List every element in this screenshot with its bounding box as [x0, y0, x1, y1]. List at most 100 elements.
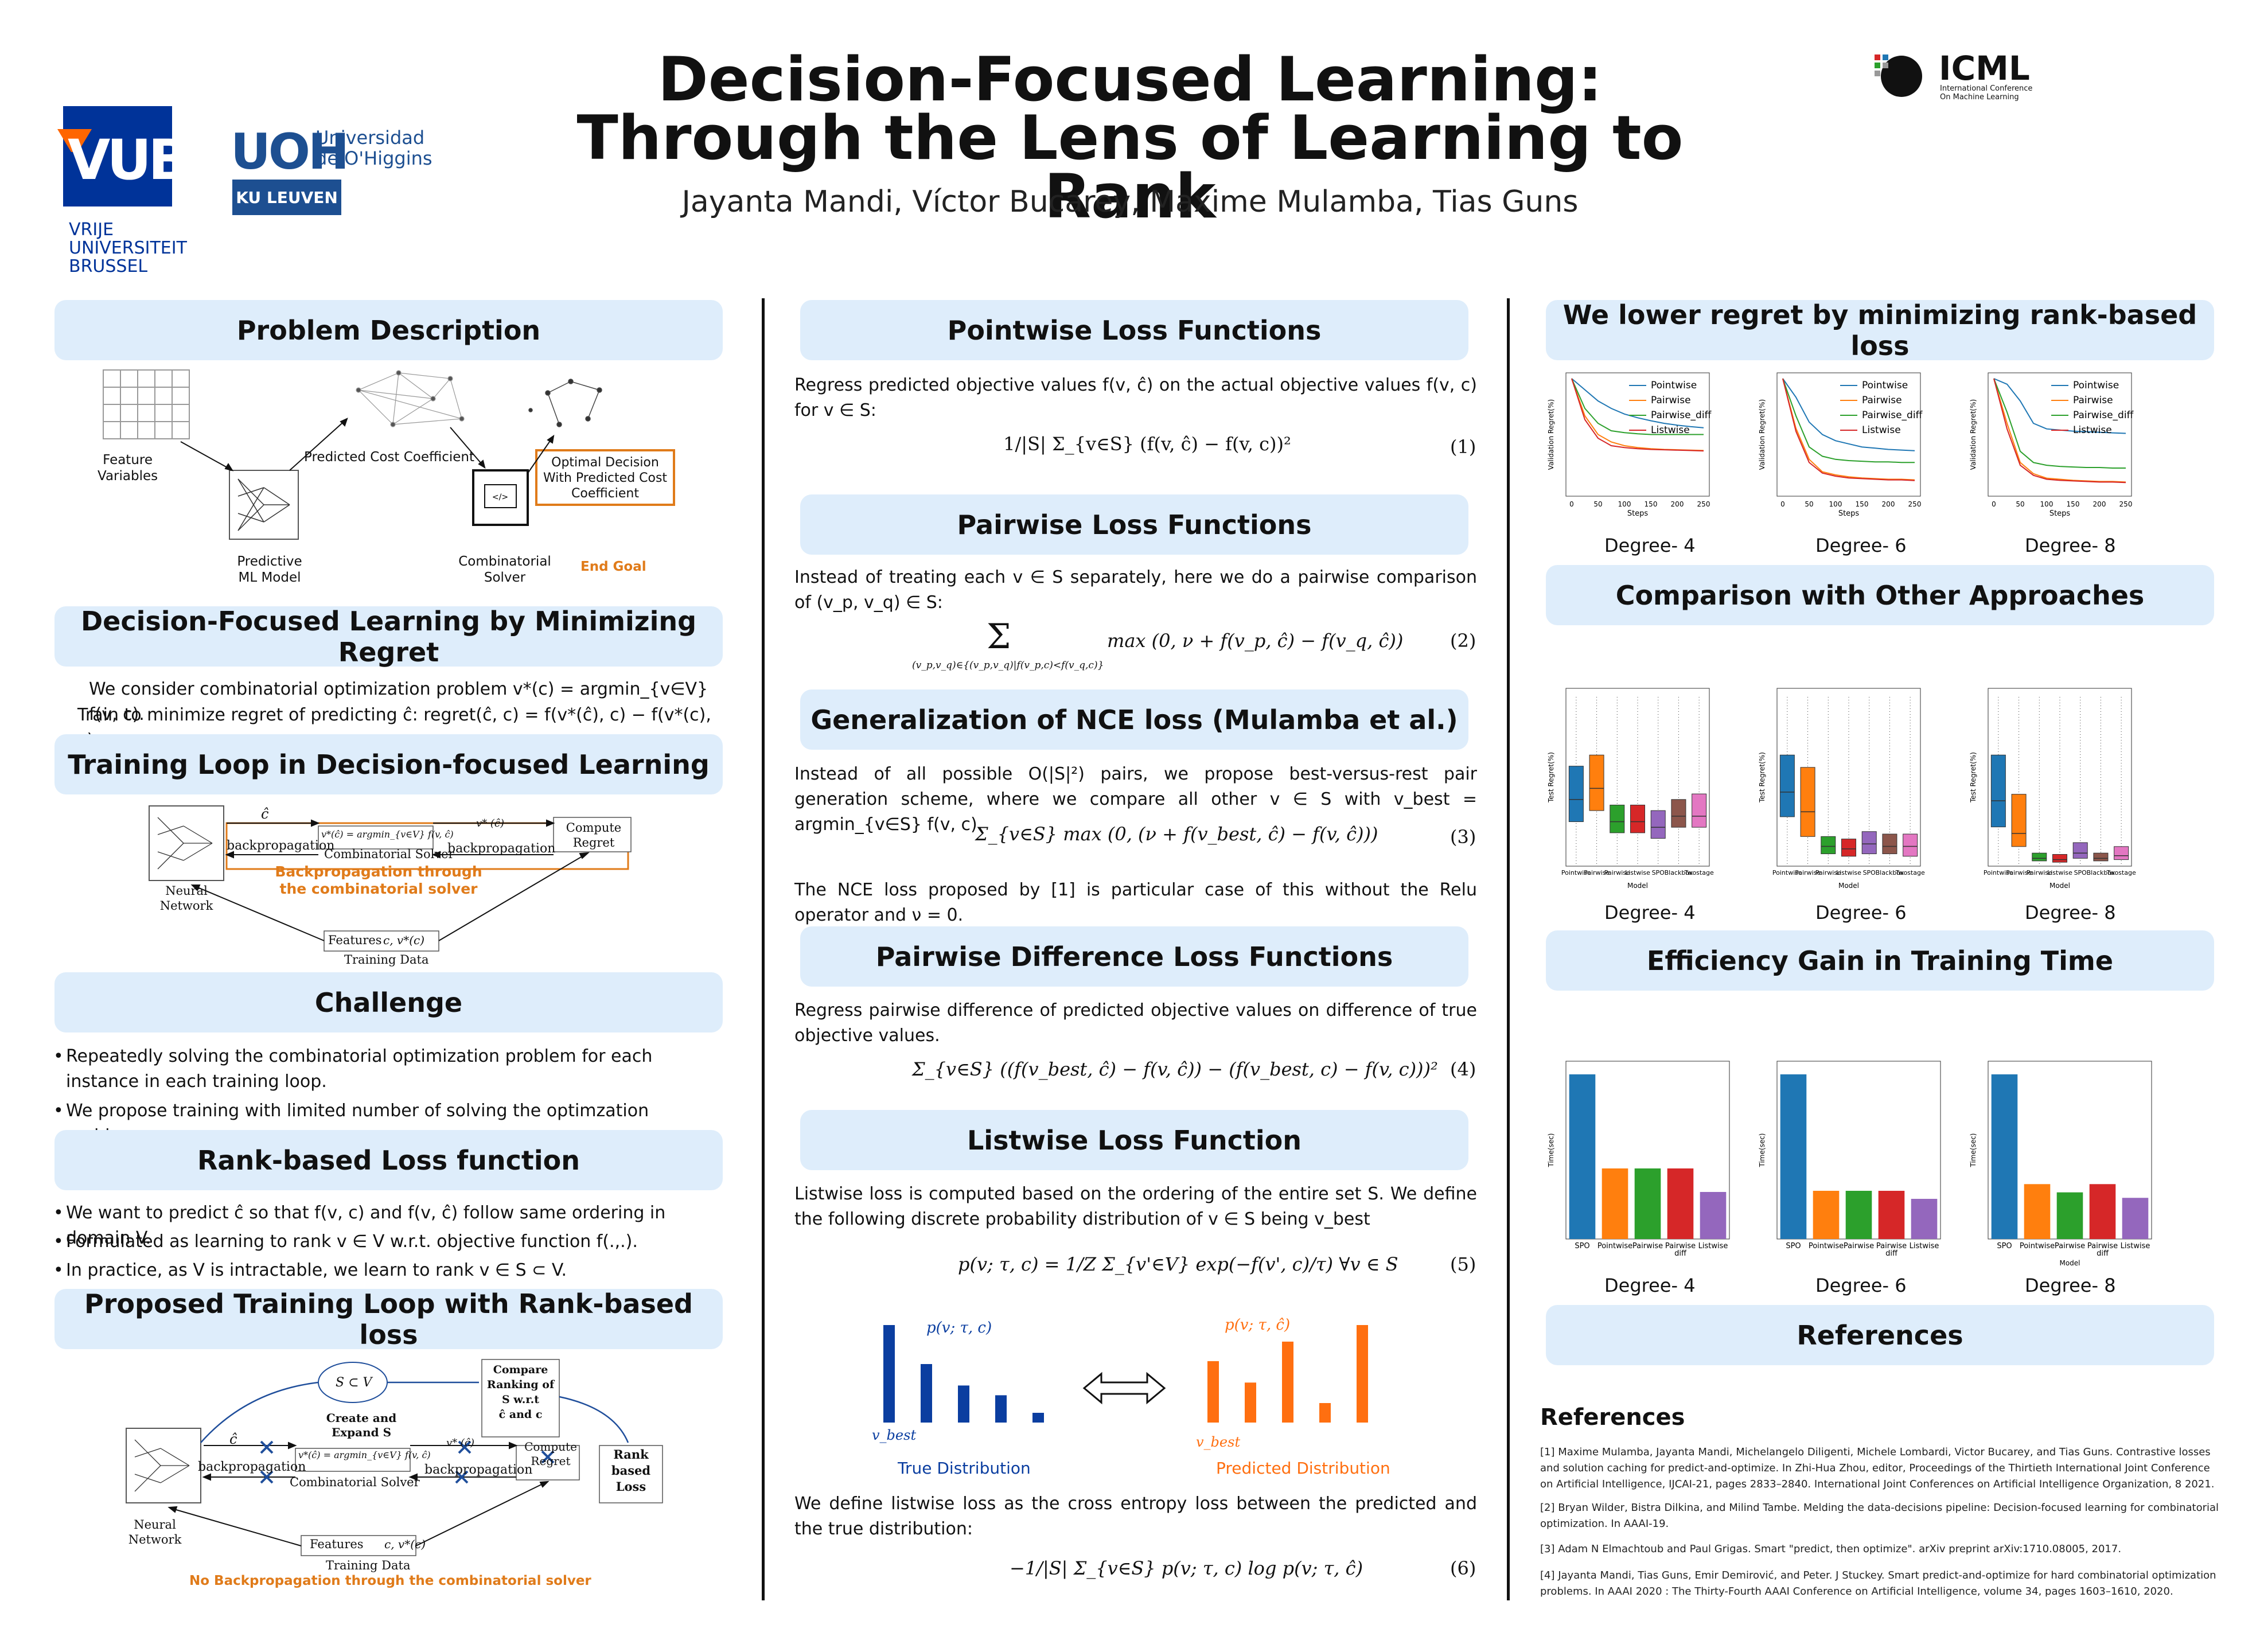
bar-category-label: SPO	[1997, 1242, 2012, 1250]
legend-label: Pairwise_diff	[2073, 410, 2134, 421]
box-category-label: Listwise	[1625, 869, 1650, 876]
box-category-label: Listwise	[2047, 869, 2072, 876]
train-features: Features	[328, 933, 382, 947]
time-bar	[1780, 1074, 1807, 1239]
proposed-v-star: v* (ĉ)	[446, 1437, 475, 1449]
y-axis-label: Test Regret(%)	[1547, 752, 1555, 803]
proposed-create: Create and Expand S	[326, 1411, 397, 1439]
train-v-star: v* (ĉ)	[476, 817, 505, 829]
line-series	[1782, 378, 1915, 481]
x-axis-label: Model	[2059, 1259, 2080, 1267]
proposed-arrows	[167, 1441, 550, 1546]
pairdiff-eq-number: (4)	[1450, 1058, 1476, 1080]
listwise-equation: p(v; τ, c) = 1/Z Σ_{v'∈V} exp(−f(v', c)/…	[958, 1253, 1398, 1275]
legend-label: Pairwise	[2073, 395, 2113, 406]
graph-icon	[356, 370, 465, 427]
solution-icon	[528, 379, 602, 427]
pred-dist-bar	[1245, 1382, 1256, 1423]
problem-heading: Problem Description	[54, 300, 723, 360]
x-axis-label: Model	[1838, 882, 1859, 890]
box-category-label: Pointwise	[1561, 869, 1591, 876]
pairwise-heading: Pairwise Loss Functions	[800, 494, 1468, 555]
x-axis-label: Steps	[1838, 509, 1860, 518]
x-tick-label: 250	[2119, 500, 2133, 508]
bar-category-label: Pointwise	[2020, 1242, 2055, 1250]
problem-diagram: </>	[103, 369, 675, 540]
comparison-heading: Comparison with Other Approaches	[1546, 565, 2214, 625]
bar-category-label: Listwise	[2121, 1242, 2150, 1250]
time-bar	[2056, 1192, 2083, 1239]
x-tick-label: 0	[1992, 500, 1996, 508]
predicted-distribution-bars	[1207, 1325, 1368, 1423]
x-tick-label: 100	[1618, 500, 1631, 508]
legend-label: Pointwise	[1651, 380, 1697, 391]
challenge-heading: Challenge	[54, 972, 723, 1032]
pred-dist-bar	[1357, 1325, 1368, 1423]
proposed-backprop1: backpropagation	[198, 1460, 306, 1474]
box-iqr	[1903, 833, 1918, 857]
proposed-neural: Neural Network	[128, 1518, 182, 1546]
listwise-equation2: −1/|S| Σ_{v∈S} p(v; τ, c) log p(v; τ, ĉ)	[1010, 1557, 1363, 1579]
box-category-label: Pairwise	[2006, 869, 2032, 876]
y-axis-label: Validation Regret(%)	[1547, 399, 1555, 470]
listwise-eq2-number: (6)	[1450, 1557, 1476, 1579]
box-iqr	[1779, 754, 1795, 817]
nce-equation: Σ_{v∈S} max (0, (ν + f(v_best, ĉ) − f(v,…	[975, 823, 1378, 845]
proposed-features: Features	[310, 1537, 364, 1551]
proposed-v-formula: v*(ĉ) = argmin_{v∈V} f(v, ĉ)	[298, 1450, 431, 1460]
pred-dist-bar	[1207, 1361, 1219, 1423]
icml-logo: ICML International Conference On Machine…	[1870, 49, 2042, 106]
box-iqr	[1650, 810, 1666, 839]
problem-arrows	[180, 418, 555, 474]
feature-label: Feature Variables	[98, 453, 158, 484]
predicted-cost-label: Predicted Cost Coefficient	[304, 450, 475, 465]
train-c-hat: ĉ	[261, 806, 269, 822]
proposed-solver: Combinatorial Solver	[290, 1475, 420, 1489]
box-iqr	[2114, 846, 2129, 860]
box-iqr	[2072, 842, 2088, 859]
vub-name: VRIJE UNIVERSITEIT BRUSSEL	[69, 221, 187, 276]
true-dist-bar	[1032, 1413, 1044, 1423]
x-tick-label: 250	[1908, 500, 1922, 508]
bar-category-label: Pointwise	[1597, 1242, 1632, 1250]
true-dist-bar	[883, 1325, 895, 1423]
pred-dist-bar	[1319, 1403, 1331, 1423]
box-category-label: Pairwise	[1795, 869, 1821, 876]
rank-heading: Rank-based Loss function	[54, 1130, 723, 1190]
reference-2: [2] Bryan Wilder, Bistra Dilkina, and Mi…	[1540, 1502, 2219, 1530]
legend-label: Pairwise	[1651, 395, 1691, 406]
uoh-name2: de O'Higgins	[315, 147, 432, 169]
box-category-label: Pairwise	[1604, 869, 1630, 876]
box-iqr	[2052, 854, 2067, 863]
listwise-text: Listwise loss is computed based on the o…	[794, 1184, 1477, 1229]
vub-sub2: UNIVERSITEIT	[69, 238, 187, 258]
y-axis-label: Time(sec)	[1547, 1133, 1555, 1168]
degree-label-2c: Degree- 6	[1815, 1275, 1907, 1296]
degree-label-2a: Degree- 6	[1815, 535, 1907, 556]
vub-logo-text: VUB	[68, 128, 190, 192]
solver-label: Combinatorial Solver	[458, 554, 551, 585]
proposed-cv: c, v*(c)	[384, 1537, 426, 1551]
train-compute: Compute Regret	[566, 821, 622, 850]
bar-category-label: diff	[1885, 1249, 1898, 1258]
solver-icon: </>	[472, 469, 529, 526]
training-arrows	[190, 819, 590, 941]
train-backprop2: backpropagation	[447, 841, 556, 856]
x-tick-label: 250	[1697, 500, 1710, 508]
time-bar	[1878, 1190, 1905, 1239]
optimal-box	[535, 449, 675, 506]
x-tick-label: 150	[2067, 500, 2080, 508]
regret-line2: Train to minimize regret of predicting ĉ…	[77, 705, 711, 750]
column-divider-left	[762, 298, 765, 1600]
icml-text: ICML	[1939, 49, 2030, 88]
train-v-formula: v*(ĉ) = argmin_{v∈V} f(v, ĉ)	[321, 829, 454, 840]
references-title: References	[1540, 1404, 1685, 1431]
box-category-label: Blackbox	[1876, 869, 1904, 876]
neural-network-icon	[229, 470, 299, 540]
x-tick-label: 100	[1829, 500, 1842, 508]
legend-label: Listwise	[1862, 424, 1901, 436]
training-data-box	[324, 930, 439, 952]
degree-label-1b: Degree- 4	[1604, 902, 1696, 924]
line-chart-frame	[1776, 372, 1921, 497]
